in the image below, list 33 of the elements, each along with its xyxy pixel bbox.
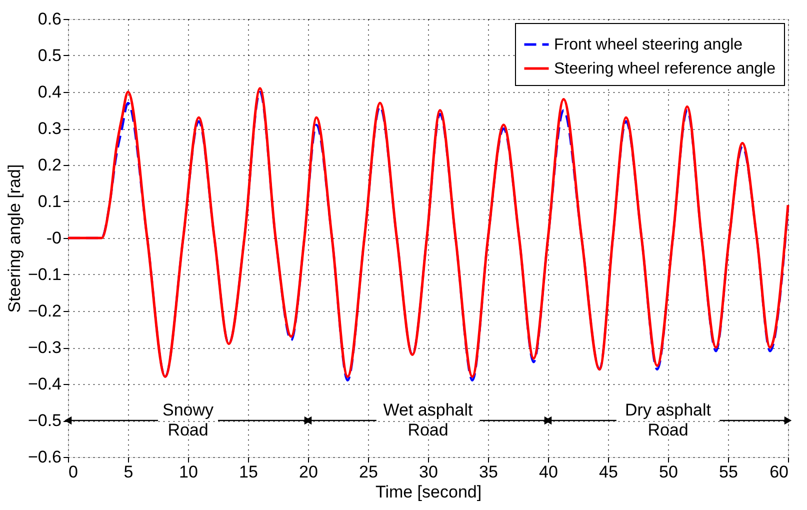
legend-label: Front wheel steering angle (554, 36, 743, 54)
y-tick-label: 0.5 (38, 46, 62, 65)
y-tick-label: 0.1 (38, 192, 62, 211)
x-tick-label: 25 (359, 462, 378, 482)
y-tick-label: −0.4 (28, 374, 62, 394)
legend-label: Steering wheel reference angle (554, 60, 776, 78)
y-tick-label: 0.2 (38, 156, 62, 174)
x-tick-label: 45 (599, 462, 618, 482)
x-tick-label: 10 (179, 462, 198, 482)
y-tick-label: −0.5 (28, 411, 62, 430)
annotation: Snowy Road (162, 400, 214, 440)
y-tick-label: 0.3 (38, 119, 62, 138)
y-tick-label: −0.1 (28, 265, 62, 284)
y-tick-label: −0.2 (28, 302, 62, 320)
x-tick-label: 35 (479, 462, 498, 482)
x-tick-label: 5 (124, 462, 134, 482)
y-tick-label: −0.3 (28, 338, 62, 357)
x-tick-label: 20 (299, 462, 318, 482)
y-tick-label: 0.4 (38, 82, 62, 102)
annotation: Dry asphalt Road (625, 400, 712, 440)
annotation: Wet asphalt Road (383, 400, 473, 440)
y-tick-label: -0 (46, 228, 62, 248)
y-axis-title: Steering angle [rad] (4, 164, 24, 313)
x-tick-label: 50 (659, 462, 678, 482)
x-axis-title: Time [second] (375, 482, 482, 502)
x-tick-label: 60 (770, 462, 788, 482)
x-tick-label: 0 (68, 462, 78, 482)
y-tick-label: −0.6 (28, 448, 62, 466)
x-tick-label: 40 (539, 462, 558, 482)
y-tick-label: 0.6 (38, 10, 62, 28)
x-tick-label: 30 (419, 462, 438, 482)
x-tick-label: 15 (239, 462, 258, 482)
x-tick-label: 55 (719, 462, 738, 482)
